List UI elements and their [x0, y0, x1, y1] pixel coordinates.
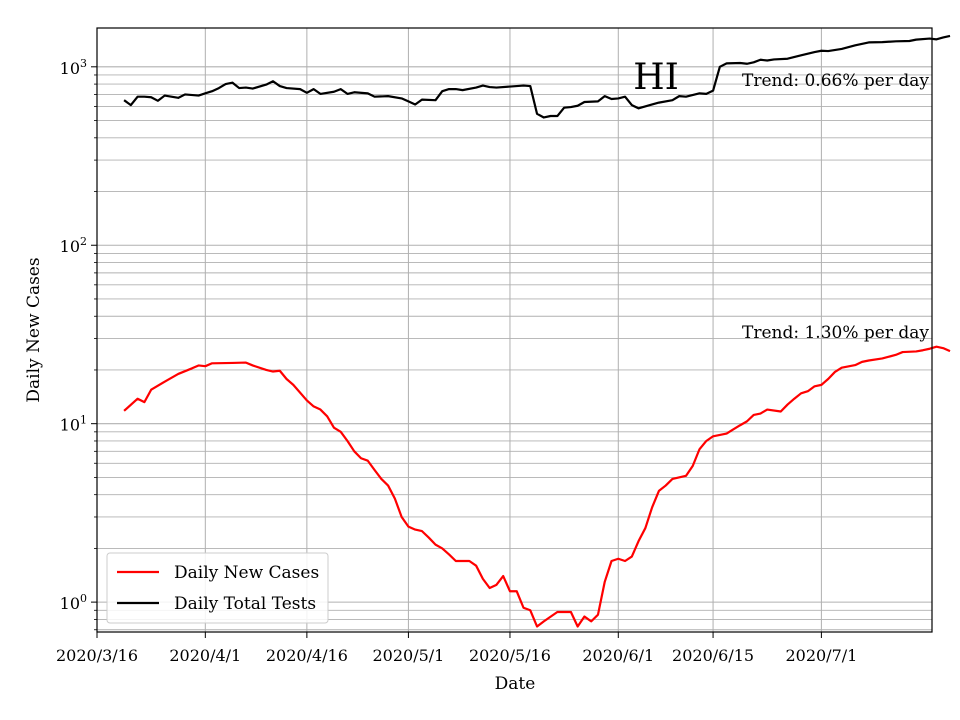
x-tick-label: 2020/3/16: [56, 646, 138, 665]
x-tick-label: 2020/7/1: [785, 646, 857, 665]
axes-layer: 2020/3/16 2020/4/1 2020/4/16 2020/5/1 2020/5…: [56, 27, 933, 665]
y-tick-label: 100: [60, 592, 87, 613]
series-layer: [123, 34, 951, 628]
series-line-daily-total-tests: [123, 34, 951, 119]
legend-label-cases: Daily New Cases: [174, 563, 319, 583]
x-tick-label: 2020/4/16: [266, 646, 348, 665]
series-line-daily-new-cases: [123, 345, 951, 628]
trend-annotation-cases: Trend: 1.30% per day: [742, 323, 929, 343]
x-tick-label: 2020/5/1: [372, 646, 444, 665]
x-tick-label: 2020/4/1: [169, 646, 241, 665]
trend-annotation-tests: Trend: 0.66% per day: [742, 71, 929, 91]
state-label: HI: [633, 57, 679, 98]
legend-frame: [106, 552, 329, 624]
y-tick-label: 103: [60, 57, 87, 78]
plot-frame: [96, 27, 933, 633]
legend-label-tests: Daily Total Tests: [174, 594, 316, 614]
x-tick-label: 2020/6/1: [582, 646, 654, 665]
legend: Daily New Cases Daily Total Tests: [106, 552, 329, 624]
x-tick-label: 2020/5/16: [469, 646, 551, 665]
x-axis-label: Date: [495, 674, 536, 694]
y-tick-label: 102: [60, 235, 87, 256]
x-tick-label: 2020/6/15: [672, 646, 754, 665]
y-tick-label: 101: [60, 414, 87, 435]
y-axis-label: Daily New Cases: [24, 257, 44, 402]
